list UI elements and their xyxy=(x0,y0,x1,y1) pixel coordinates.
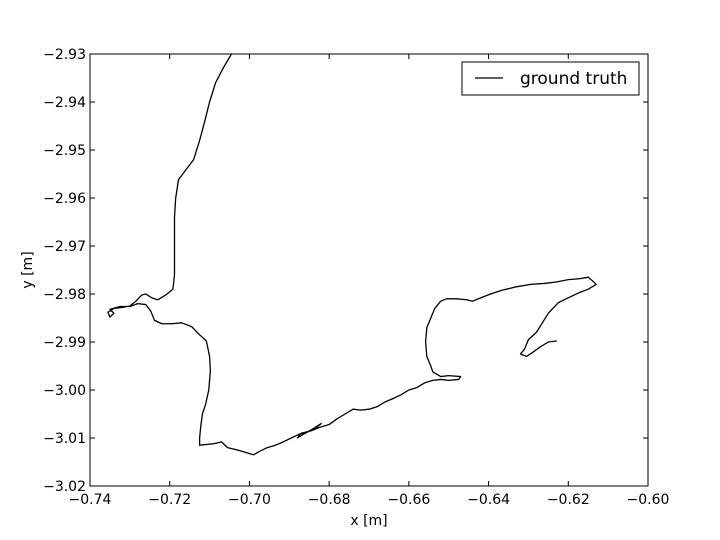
legend: ground truth xyxy=(461,61,640,96)
y-axis-label: y [m] xyxy=(20,251,36,288)
y-tick-label: −2.96 xyxy=(43,191,86,207)
plot-frame xyxy=(89,53,649,487)
x-tick-label: −0.72 xyxy=(148,492,191,508)
x-tick-label: −0.66 xyxy=(387,492,430,508)
y-tick-labels: −2.93 −2.94 −2.95 −2.96 −2.97 −2.98 −2.99 −3.00… xyxy=(43,47,86,495)
y-tick-label: −2.95 xyxy=(43,143,86,159)
x-tick-label: −0.62 xyxy=(547,492,590,508)
x-axis-label: x [m] xyxy=(350,513,387,529)
y-tick-label: −3.00 xyxy=(43,383,86,399)
legend-label-ground-truth: ground truth xyxy=(520,69,627,89)
series-line-ground-truth xyxy=(107,53,597,456)
y-tick-label: −2.93 xyxy=(43,47,86,63)
y-tick-label: −2.99 xyxy=(43,335,86,351)
y-tick-label: −3.01 xyxy=(43,431,86,447)
x-tick-label: −0.60 xyxy=(627,492,670,508)
x-tick-label: −0.64 xyxy=(467,492,510,508)
x-tick-label: −0.68 xyxy=(308,492,351,508)
y-tick-marks xyxy=(90,53,648,487)
x-tick-labels: −0.74 −0.72 −0.70 −0.68 −0.66 −0.64 −0.62 −0.60 xyxy=(69,492,670,508)
x-tick-label: −0.74 xyxy=(69,492,112,508)
y-tick-label: −2.98 xyxy=(43,287,86,303)
y-tick-label: −3.02 xyxy=(43,479,86,495)
x-tick-marks xyxy=(89,54,649,486)
series-layer xyxy=(107,53,597,456)
y-tick-label: −2.94 xyxy=(43,95,86,111)
x-tick-label: −0.70 xyxy=(228,492,271,508)
y-tick-label: −2.97 xyxy=(43,239,86,255)
